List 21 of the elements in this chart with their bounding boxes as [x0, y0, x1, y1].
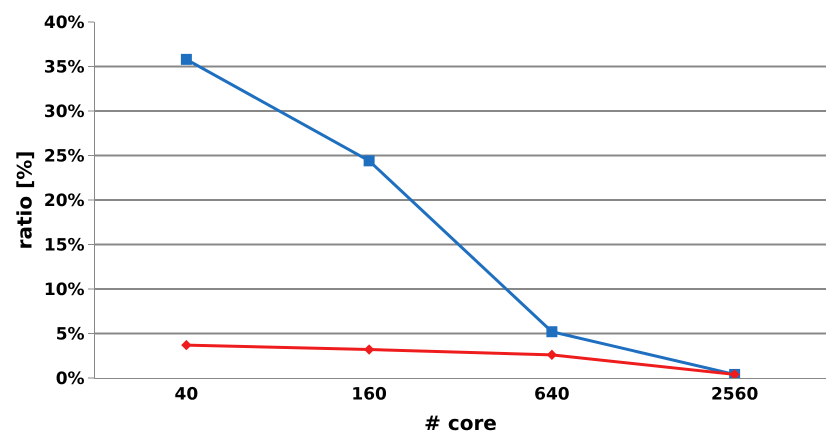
- x-tick-label: 2560: [710, 384, 758, 404]
- y-tick-label: 10%: [44, 280, 85, 300]
- point: [546, 350, 558, 360]
- point: [181, 340, 192, 350]
- point: [180, 54, 192, 65]
- x-axis-title: # core: [424, 410, 497, 435]
- y-tick-label: 0%: [56, 368, 85, 389]
- x-tick-label: 40: [174, 384, 198, 404]
- point: [546, 326, 558, 338]
- y-tick-label: 20%: [44, 190, 85, 211]
- x-tick-label: 640: [534, 384, 570, 404]
- y-tick-label: 25%: [44, 146, 85, 166]
- point: [364, 155, 375, 166]
- y-tick-label: 5%: [56, 324, 85, 344]
- y-axis-title: ratio [%]: [12, 150, 36, 250]
- y-tick-label: 15%: [44, 235, 85, 256]
- y-tick-label: 30%: [44, 102, 85, 122]
- y-tick-label: 40%: [44, 12, 85, 33]
- y-tick-label: 35%: [44, 57, 85, 78]
- point: [364, 344, 374, 355]
- x-tick-label: 160: [351, 384, 388, 404]
